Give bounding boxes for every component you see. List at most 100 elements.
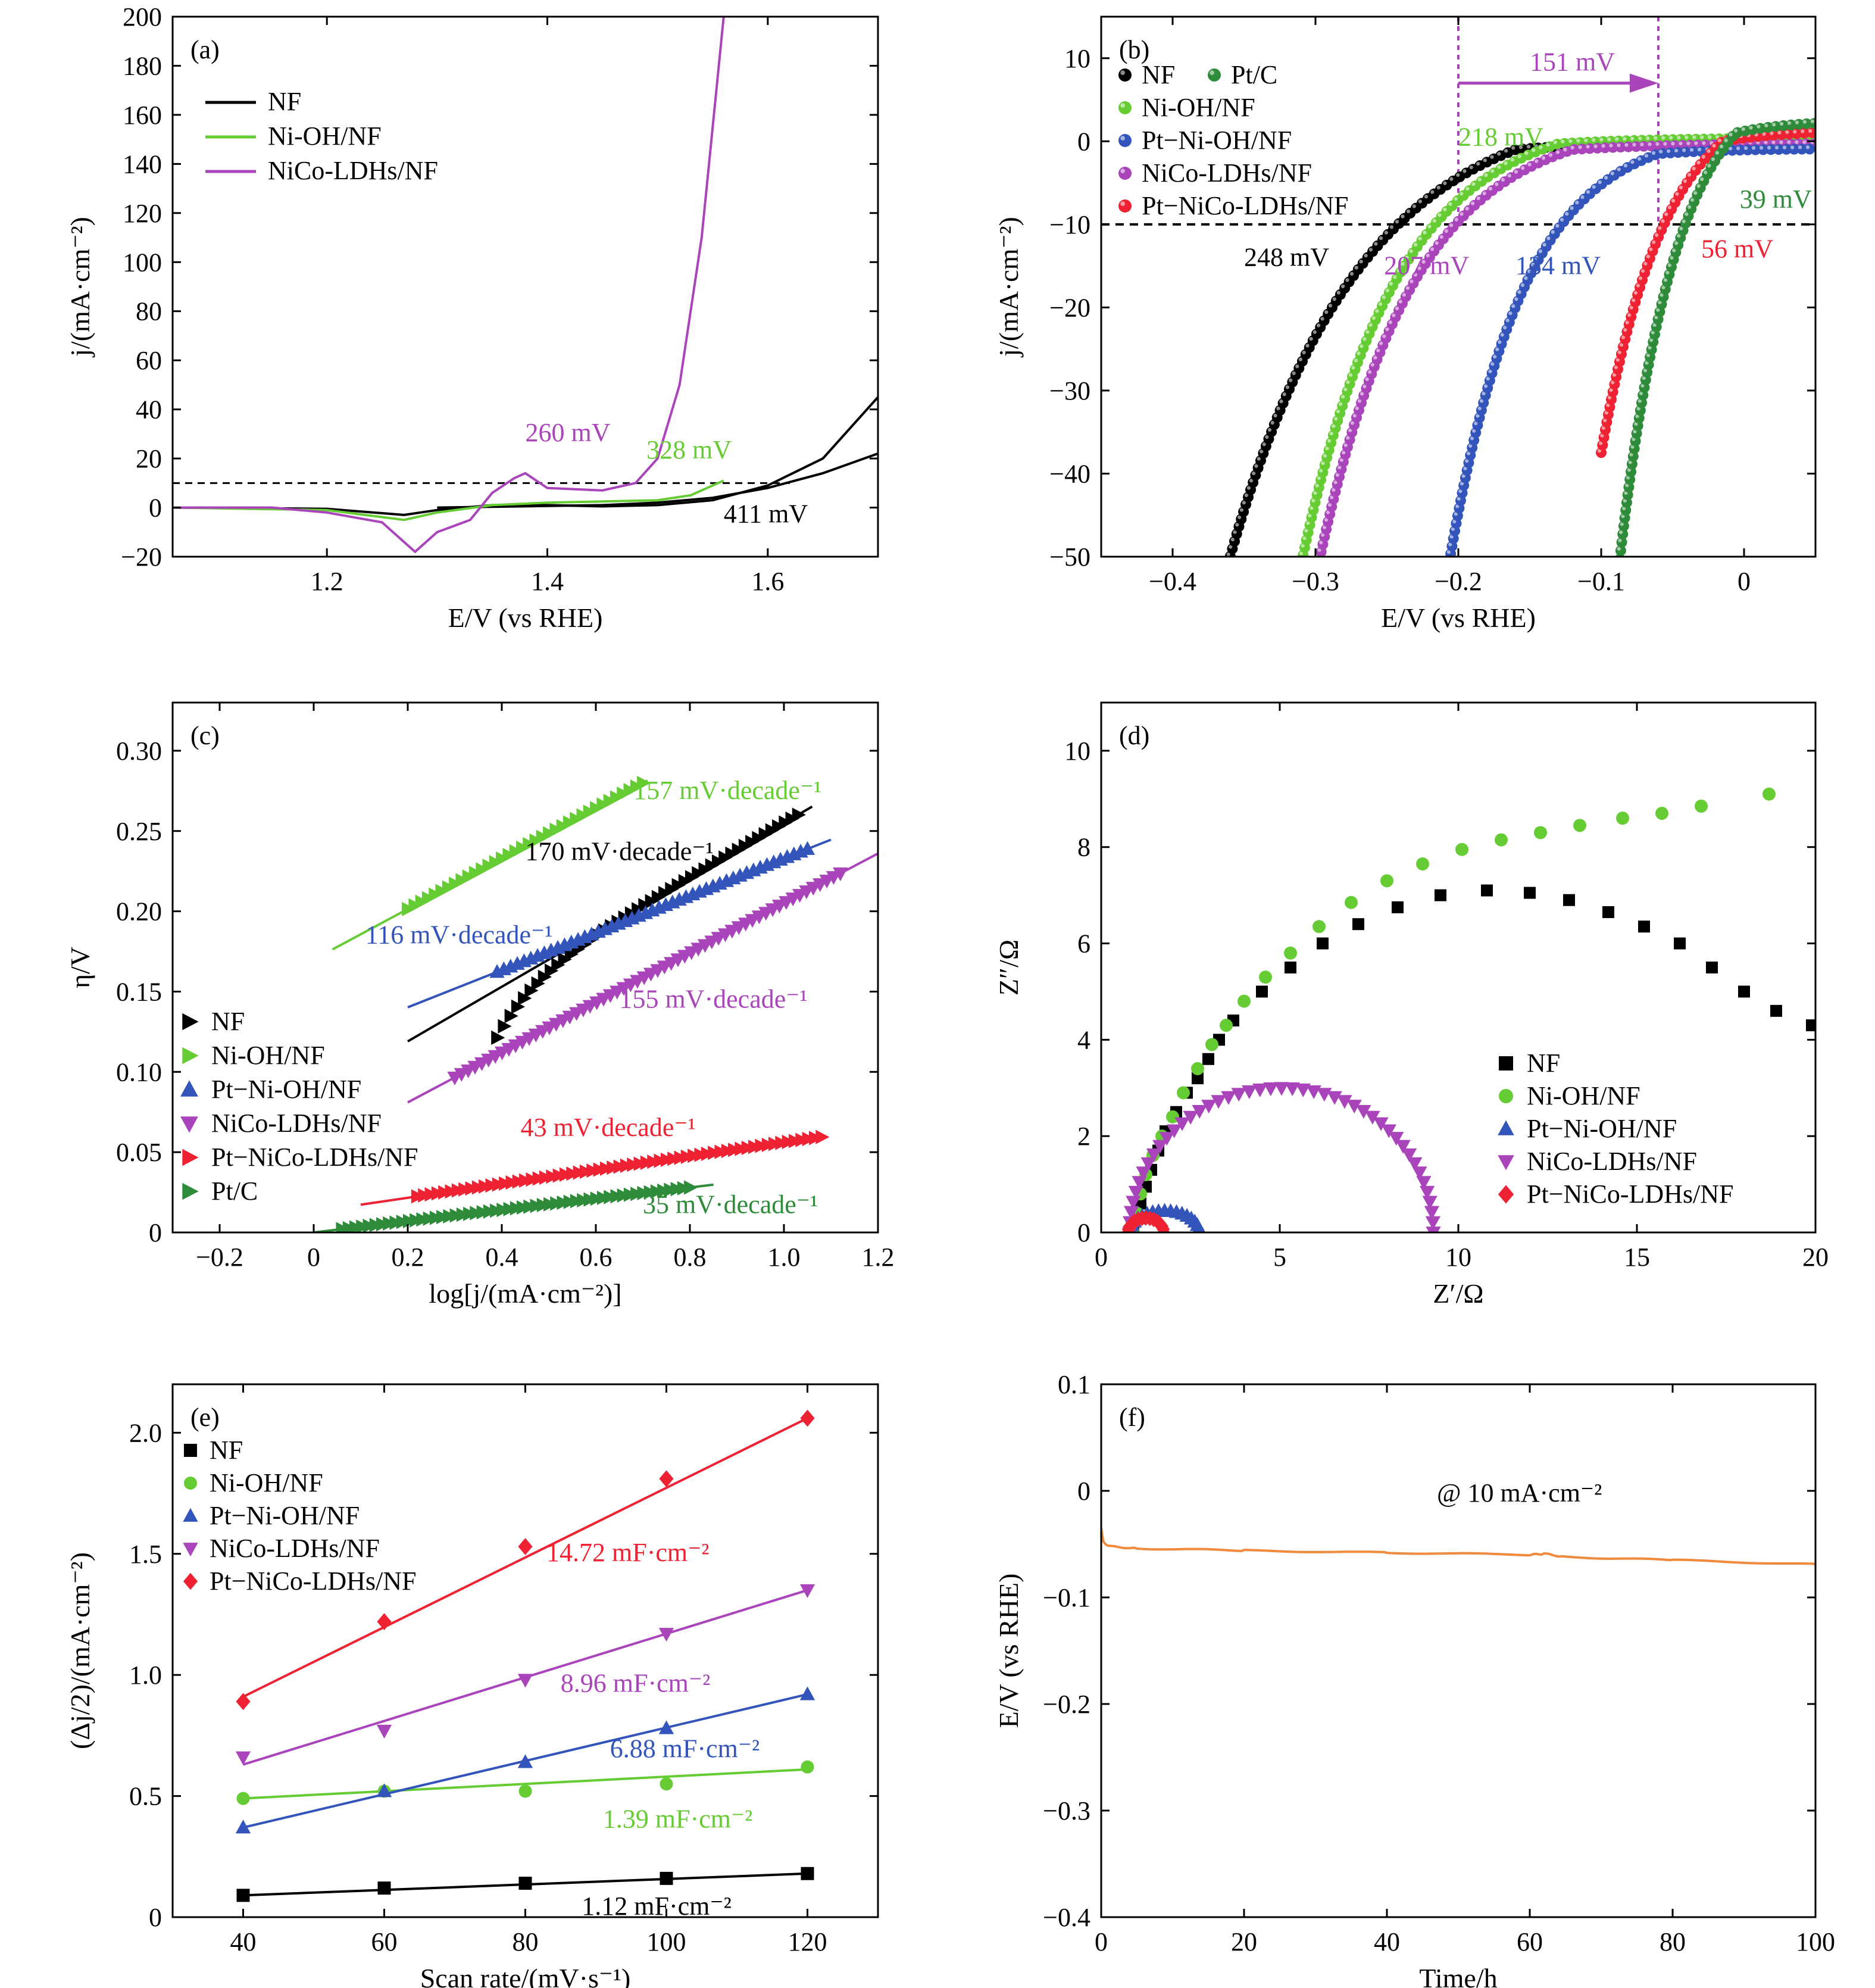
data-point-shine bbox=[1483, 158, 1487, 163]
data-point bbox=[1380, 874, 1393, 888]
data-point-shine bbox=[1354, 266, 1358, 270]
data-point-shine bbox=[1767, 145, 1771, 150]
data-point bbox=[511, 999, 526, 1014]
data-point-shine bbox=[1805, 145, 1810, 149]
data-point-shine bbox=[1308, 513, 1312, 518]
data-point bbox=[1337, 1095, 1352, 1109]
data-point-shine bbox=[1808, 129, 1812, 133]
data-point-shine bbox=[1517, 290, 1521, 294]
data-point-shine bbox=[1436, 185, 1440, 190]
data-point-shine bbox=[1298, 559, 1301, 563]
data-point-shine bbox=[1379, 236, 1383, 241]
y-axis-label: E/V (vs RHE) bbox=[993, 1574, 1024, 1728]
data-point-shine bbox=[1511, 146, 1515, 150]
data-point bbox=[1789, 143, 1800, 155]
panel-d: 0 5 10 15 20 0 2 4 6 8 10 Z′/Ω Z″/Ω (d) NF Ni-OH/NF Pt−N… bbox=[993, 701, 1829, 1309]
y-tick-label: 6 bbox=[1077, 929, 1090, 959]
data-point bbox=[1773, 144, 1785, 155]
legend-entry: Pt−Ni-OH/NF bbox=[211, 1075, 361, 1104]
data-point-shine bbox=[1696, 184, 1701, 188]
panel-c: −0.2 0 0.2 0.4 0.6 0.8 1.0 1.2 0 0.05 0.10 0.15 0.20… bbox=[65, 701, 895, 1309]
data-point-shine bbox=[1326, 510, 1330, 514]
data-point-shine bbox=[1632, 142, 1636, 147]
legend-marker bbox=[183, 1572, 198, 1590]
data-point-shine bbox=[1679, 141, 1683, 146]
data-point bbox=[1673, 147, 1684, 158]
data-point-shine bbox=[1604, 411, 1608, 415]
panel-f: 0 20 40 60 80 100 −0.4 −0.3 −0.2 −0.1 0 0.1 Time/h E/… bbox=[993, 1370, 1835, 1988]
data-point-shine bbox=[1527, 269, 1532, 273]
data-point-shine bbox=[1575, 200, 1579, 205]
legend-entry: NiCo-LDHs/NF bbox=[1527, 1147, 1697, 1176]
legend-entry: NiCo-LDHs/NF bbox=[1142, 158, 1312, 188]
data-point-shine bbox=[1385, 288, 1389, 292]
data-point bbox=[815, 1129, 830, 1144]
x-tick-label: 80 bbox=[1660, 1927, 1686, 1956]
data-point-shine bbox=[1677, 233, 1681, 238]
data-point-shine bbox=[1615, 358, 1620, 362]
data-point-shine bbox=[1801, 129, 1805, 133]
data-point-shine bbox=[1703, 170, 1708, 174]
data-point-shine bbox=[1305, 344, 1310, 348]
data-point-shine bbox=[1482, 391, 1486, 396]
y-tick-label: 0 bbox=[1077, 1477, 1090, 1506]
data-point bbox=[1146, 1148, 1162, 1162]
panel-label: (a) bbox=[190, 35, 220, 64]
data-point-shine bbox=[1313, 491, 1317, 495]
series-line-stability bbox=[1101, 1528, 1815, 1566]
data-point-shine bbox=[1687, 173, 1692, 177]
data-point-shine bbox=[1795, 120, 1799, 124]
data-point-shine bbox=[1302, 350, 1306, 355]
data-point-shine bbox=[1298, 357, 1303, 361]
data-point bbox=[799, 1584, 815, 1598]
data-point-shine bbox=[1352, 413, 1357, 418]
data-point-shine bbox=[1317, 548, 1321, 552]
data-point-shine bbox=[1674, 148, 1679, 153]
data-point bbox=[1220, 1019, 1233, 1032]
data-point-shine bbox=[1708, 135, 1712, 139]
annotation: 116 mV·decade⁻¹ bbox=[365, 920, 553, 950]
data-point-shine bbox=[1733, 129, 1738, 133]
data-point-shine bbox=[1787, 121, 1792, 125]
annotation: 14.72 mF·cm⁻² bbox=[546, 1538, 710, 1567]
data-point-body bbox=[1808, 118, 1815, 129]
data-point-shine bbox=[1664, 212, 1668, 216]
data-point-shine bbox=[1342, 450, 1346, 455]
data-point bbox=[1524, 887, 1536, 899]
x-tick-label: 20 bbox=[1802, 1243, 1829, 1272]
data-point bbox=[1680, 146, 1692, 158]
data-point-shine bbox=[1663, 142, 1667, 146]
data-point-shine bbox=[1323, 454, 1327, 458]
y-axis-label: Z″/Ω bbox=[993, 940, 1024, 995]
data-point-shine bbox=[1526, 145, 1531, 149]
data-point bbox=[1426, 1226, 1441, 1232]
data-point-shine bbox=[1319, 469, 1323, 473]
data-point bbox=[1407, 1157, 1423, 1171]
legend-entry: Pt/C bbox=[211, 1176, 258, 1206]
legend-marker-body bbox=[1118, 199, 1132, 213]
data-point-shine bbox=[1615, 137, 1619, 141]
data-point-shine bbox=[1810, 119, 1814, 124]
data-point bbox=[1395, 1140, 1411, 1154]
data-point-shine bbox=[1457, 497, 1461, 501]
data-point-shine bbox=[1417, 266, 1421, 270]
data-point-shine bbox=[1617, 350, 1621, 354]
data-point bbox=[504, 1009, 518, 1023]
data-point bbox=[1317, 937, 1329, 950]
data-point-shine bbox=[1315, 483, 1319, 488]
x-tick-label: −0.1 bbox=[1577, 567, 1625, 596]
data-point-shine bbox=[1244, 493, 1249, 497]
data-point-shine bbox=[1774, 145, 1779, 150]
legend-marker bbox=[184, 1444, 197, 1457]
annotation: 260 mV bbox=[526, 418, 611, 447]
data-point-shine bbox=[1432, 219, 1436, 223]
data-point-shine bbox=[1257, 457, 1261, 461]
x-axis-label: Z′/Ω bbox=[1433, 1278, 1483, 1309]
data-point-shine bbox=[1317, 476, 1321, 480]
data-point-shine bbox=[1659, 149, 1663, 154]
series-line-nico-ldhs-nf bbox=[173, 17, 725, 554]
data-point-shine bbox=[1336, 291, 1340, 295]
data-point-shine bbox=[1368, 248, 1373, 252]
data-point-shine bbox=[1649, 338, 1654, 342]
data-point-shine bbox=[1507, 173, 1511, 178]
